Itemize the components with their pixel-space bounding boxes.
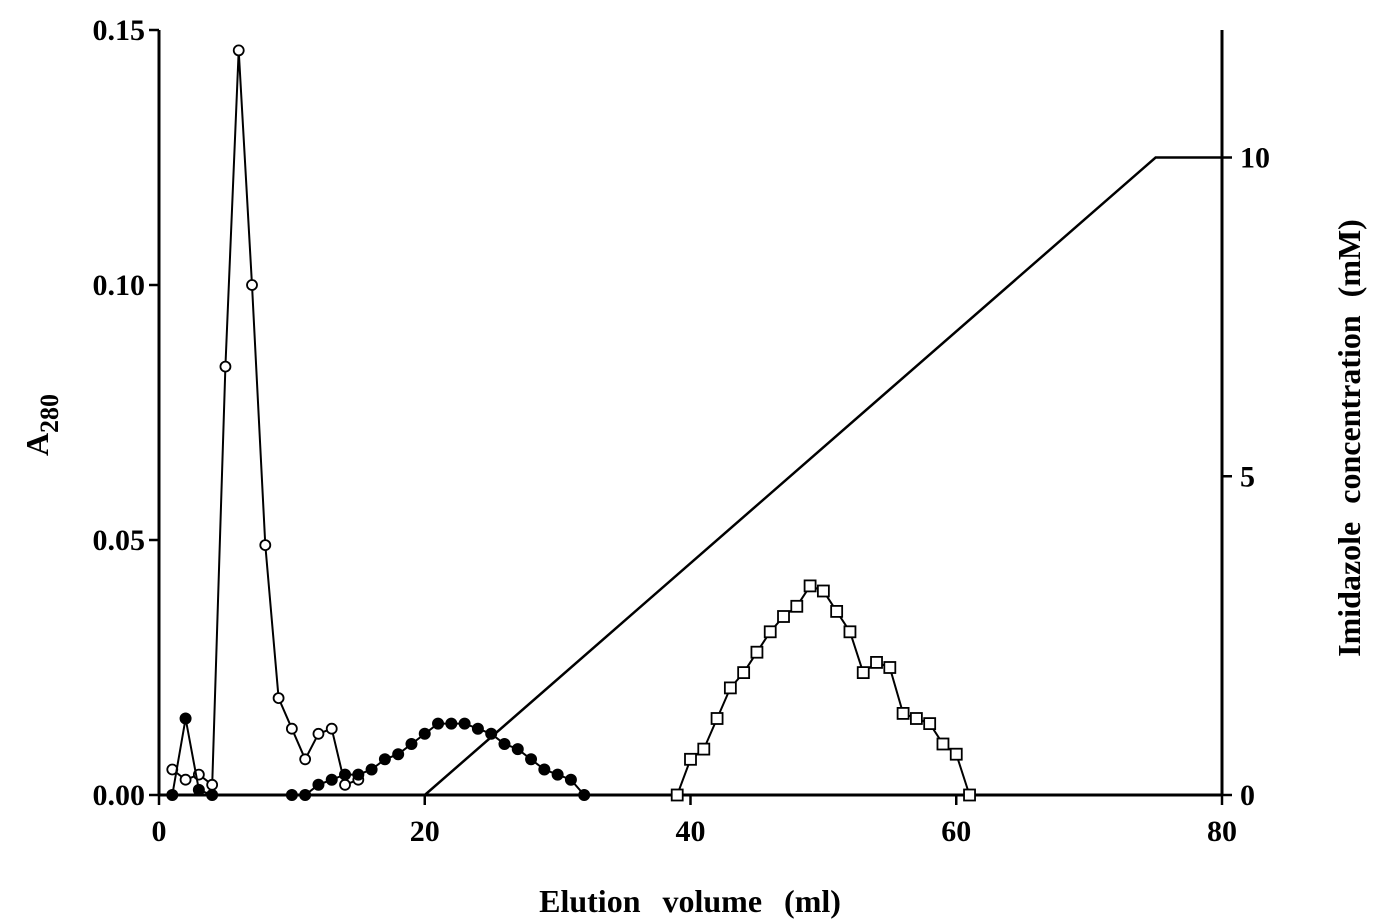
data-point-open-square — [843, 625, 857, 639]
series-line — [676, 584, 971, 796]
y-tick-label: 0.10 — [93, 269, 146, 302]
plot-frame — [157, 30, 1224, 797]
y-right-tick-label: 5 — [1240, 460, 1255, 493]
data-point-open-square — [723, 681, 737, 695]
data-point-filled-circle — [458, 717, 471, 730]
data-point-open-circle — [259, 539, 272, 551]
data-point-open-square — [816, 584, 830, 598]
x-axis-label: Elution volume (ml) — [539, 883, 841, 919]
data-point-filled-circle — [392, 748, 405, 761]
data-point-open-square — [949, 747, 963, 761]
data-point-filled-circle — [365, 763, 378, 776]
x-tick-label: 80 — [1207, 815, 1237, 848]
data-point-open-square — [684, 752, 697, 766]
data-point-open-circle — [312, 727, 325, 740]
data-point-open-square — [777, 610, 790, 623]
data-point-open-circle — [339, 778, 351, 791]
data-point-open-square — [870, 656, 883, 669]
y-axis-label-right: Imidazole concentration (mM) — [1331, 219, 1367, 657]
data-point-open-circle — [246, 279, 258, 291]
data-point-open-square — [856, 666, 870, 679]
data-point-open-circle — [272, 692, 285, 704]
data-point-open-square — [737, 666, 751, 679]
series-line — [171, 50, 359, 787]
data-point-filled-circle — [551, 768, 564, 781]
data-point-open-square — [896, 707, 910, 720]
y-tick-label: 0.00 — [93, 779, 146, 812]
data-point-open-square — [883, 661, 897, 674]
data-point-open-circle — [232, 44, 245, 57]
data-point-open-square — [790, 599, 804, 613]
data-point-open-square — [803, 579, 817, 593]
data-point-open-square — [697, 742, 711, 756]
data-point-open-square — [963, 788, 976, 802]
x-tick-label: 20 — [410, 815, 440, 848]
x-tick-label: 40 — [676, 815, 706, 848]
data-point-open-square — [710, 712, 724, 725]
data-point-open-circle — [219, 360, 232, 373]
y-tick-label: 0.15 — [93, 14, 146, 47]
data-point-open-circle — [179, 773, 192, 786]
data-point-open-square — [909, 712, 923, 725]
data-point-open-square — [763, 625, 777, 639]
data-point-filled-circle — [432, 717, 445, 730]
x-tick-label: 60 — [941, 815, 971, 848]
series-2-filled-circle — [166, 712, 591, 801]
data-point-filled-circle — [179, 712, 192, 725]
x-tick-label: 0 — [152, 815, 167, 848]
series-1-open-circle — [166, 44, 365, 791]
data-point-filled-circle — [418, 727, 431, 740]
data-point-filled-circle — [339, 768, 352, 781]
series-4-none — [159, 156, 1222, 797]
data-point-open-square — [936, 737, 950, 751]
data-point-open-square — [923, 717, 937, 730]
data-point-open-square — [830, 605, 844, 618]
data-point-filled-circle — [325, 773, 338, 786]
data-point-open-circle — [299, 753, 312, 766]
y-axis-label-subscript: 280 — [35, 394, 64, 433]
series-3-open-square — [670, 579, 976, 802]
data-point-filled-circle — [498, 738, 511, 750]
data-point-filled-circle — [445, 717, 458, 730]
data-point-filled-circle — [378, 753, 391, 766]
data-point-filled-circle — [564, 773, 577, 786]
data-point-filled-circle — [312, 778, 325, 791]
y-right-tick-label: 10 — [1240, 142, 1270, 175]
data-point-filled-circle — [525, 753, 538, 766]
series-line — [171, 718, 213, 796]
data-point-open-square — [750, 645, 764, 659]
data-point-filled-circle — [352, 768, 365, 781]
data-point-filled-circle — [538, 763, 551, 776]
y-axis-label-main: A — [19, 433, 55, 456]
y-right-tick-label: 0 — [1240, 779, 1255, 812]
data-point-filled-circle — [511, 743, 524, 756]
y-tick-label: 0.05 — [93, 524, 146, 557]
data-point-filled-circle — [471, 722, 484, 735]
series-layer — [159, 44, 1222, 802]
y-axis-label-left: A280 — [19, 394, 64, 456]
ticks-layer: 0 20 40 60 80 0.00 0.05 0.10 0.15 0 5 10 — [93, 14, 1271, 848]
data-point-filled-circle — [405, 738, 418, 750]
data-point-open-circle — [206, 778, 219, 791]
series-line — [159, 156, 1222, 797]
data-point-open-square — [670, 788, 684, 802]
data-point-open-circle — [325, 722, 338, 735]
data-point-open-circle — [285, 722, 298, 735]
data-point-filled-circle — [578, 789, 591, 801]
